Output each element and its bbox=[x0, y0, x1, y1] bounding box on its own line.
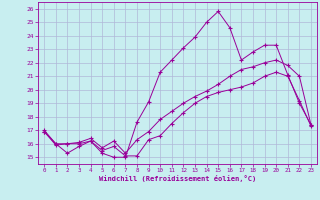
X-axis label: Windchill (Refroidissement éolien,°C): Windchill (Refroidissement éolien,°C) bbox=[99, 175, 256, 182]
